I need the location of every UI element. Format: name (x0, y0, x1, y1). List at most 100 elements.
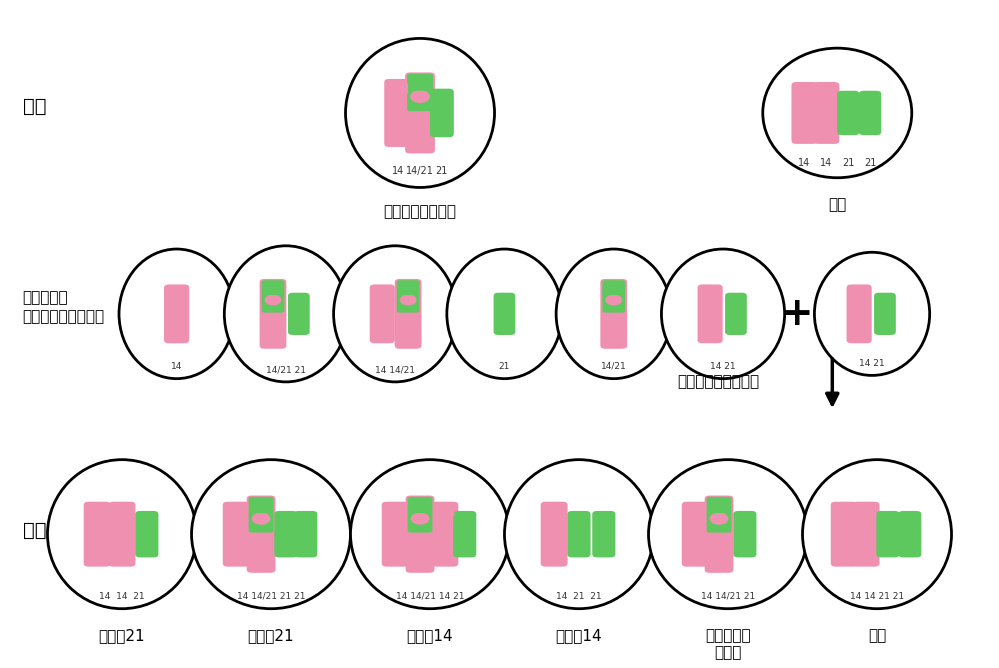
Bar (709, 527, 728, 536)
Text: 三倍體14: 三倍體14 (407, 628, 454, 643)
FancyBboxPatch shape (791, 82, 817, 144)
Bar (252, 527, 271, 536)
FancyBboxPatch shape (898, 511, 921, 557)
Circle shape (709, 512, 728, 525)
FancyBboxPatch shape (600, 279, 627, 349)
FancyBboxPatch shape (113, 505, 132, 516)
FancyBboxPatch shape (840, 92, 856, 101)
Text: 14 21: 14 21 (710, 362, 736, 371)
FancyBboxPatch shape (406, 72, 435, 154)
FancyBboxPatch shape (288, 293, 310, 335)
FancyBboxPatch shape (454, 511, 477, 557)
FancyBboxPatch shape (410, 500, 431, 513)
FancyBboxPatch shape (497, 294, 512, 303)
FancyBboxPatch shape (223, 502, 250, 566)
FancyBboxPatch shape (902, 512, 918, 522)
Circle shape (459, 521, 472, 530)
FancyBboxPatch shape (385, 79, 412, 147)
Circle shape (686, 516, 703, 527)
FancyBboxPatch shape (494, 293, 515, 335)
FancyBboxPatch shape (374, 287, 392, 298)
FancyBboxPatch shape (728, 294, 743, 303)
Text: 14/21: 14/21 (406, 166, 434, 176)
FancyBboxPatch shape (876, 511, 899, 557)
FancyBboxPatch shape (837, 91, 859, 135)
FancyBboxPatch shape (704, 496, 733, 573)
Circle shape (387, 516, 404, 527)
Circle shape (390, 94, 408, 106)
FancyBboxPatch shape (880, 512, 896, 522)
Ellipse shape (119, 249, 234, 379)
FancyBboxPatch shape (856, 505, 876, 516)
FancyBboxPatch shape (544, 505, 563, 516)
Text: 14  21  21: 14 21 21 (556, 592, 601, 601)
Circle shape (903, 521, 916, 530)
Circle shape (864, 100, 876, 109)
Circle shape (545, 516, 562, 527)
FancyBboxPatch shape (570, 512, 587, 522)
FancyBboxPatch shape (685, 505, 705, 516)
Bar (400, 307, 417, 315)
FancyBboxPatch shape (408, 497, 433, 532)
FancyBboxPatch shape (859, 91, 881, 135)
Text: 正常: 正常 (868, 628, 886, 643)
FancyBboxPatch shape (834, 505, 854, 516)
Circle shape (796, 96, 812, 106)
Circle shape (879, 302, 891, 310)
FancyBboxPatch shape (795, 86, 814, 96)
FancyBboxPatch shape (88, 505, 107, 516)
Circle shape (400, 295, 417, 305)
FancyBboxPatch shape (264, 283, 283, 295)
Text: 14/21: 14/21 (600, 362, 626, 371)
FancyBboxPatch shape (813, 82, 839, 144)
Circle shape (818, 96, 834, 106)
Circle shape (730, 302, 742, 310)
Text: 14: 14 (392, 166, 405, 176)
FancyBboxPatch shape (168, 287, 186, 298)
Text: 14: 14 (820, 158, 832, 168)
Circle shape (89, 516, 106, 527)
Text: 21: 21 (499, 362, 510, 371)
Ellipse shape (802, 460, 951, 609)
Circle shape (702, 297, 717, 307)
FancyBboxPatch shape (604, 283, 623, 295)
FancyBboxPatch shape (701, 287, 719, 298)
FancyBboxPatch shape (397, 280, 420, 313)
Circle shape (265, 295, 282, 305)
FancyBboxPatch shape (540, 502, 567, 566)
FancyBboxPatch shape (227, 505, 246, 516)
Ellipse shape (334, 246, 457, 382)
Circle shape (280, 521, 293, 530)
Text: 21: 21 (436, 166, 449, 176)
FancyBboxPatch shape (278, 512, 294, 522)
Ellipse shape (556, 249, 671, 379)
Text: 減數分裂後的可能性: 減數分裂後的可能性 (23, 309, 105, 325)
FancyBboxPatch shape (602, 280, 625, 313)
Text: 14 14 21 21: 14 14 21 21 (850, 592, 904, 601)
FancyBboxPatch shape (249, 497, 274, 532)
Circle shape (411, 512, 430, 525)
Circle shape (375, 297, 390, 307)
FancyBboxPatch shape (370, 285, 395, 343)
FancyBboxPatch shape (595, 512, 612, 522)
Text: 14: 14 (171, 362, 183, 371)
Text: 羅伯遞易位
攜帶者: 羅伯遞易位 攜帶者 (705, 628, 751, 661)
Ellipse shape (648, 460, 807, 609)
FancyBboxPatch shape (733, 511, 756, 557)
Bar (265, 307, 282, 315)
Circle shape (114, 516, 131, 527)
Circle shape (293, 302, 305, 310)
FancyBboxPatch shape (291, 294, 307, 303)
FancyBboxPatch shape (84, 502, 111, 566)
FancyBboxPatch shape (874, 293, 896, 335)
FancyBboxPatch shape (406, 496, 435, 573)
Text: 胚胎: 胚胎 (23, 522, 46, 540)
Bar (605, 307, 622, 315)
Text: 單倍體14: 單倍體14 (555, 628, 602, 643)
FancyBboxPatch shape (706, 497, 731, 532)
Circle shape (169, 297, 184, 307)
Text: 夫婦: 夫婦 (23, 97, 46, 116)
FancyBboxPatch shape (831, 502, 858, 566)
Text: 精子及卵子受精結合: 精子及卵子受精結合 (677, 374, 759, 389)
Text: 14/21 21: 14/21 21 (266, 365, 306, 374)
